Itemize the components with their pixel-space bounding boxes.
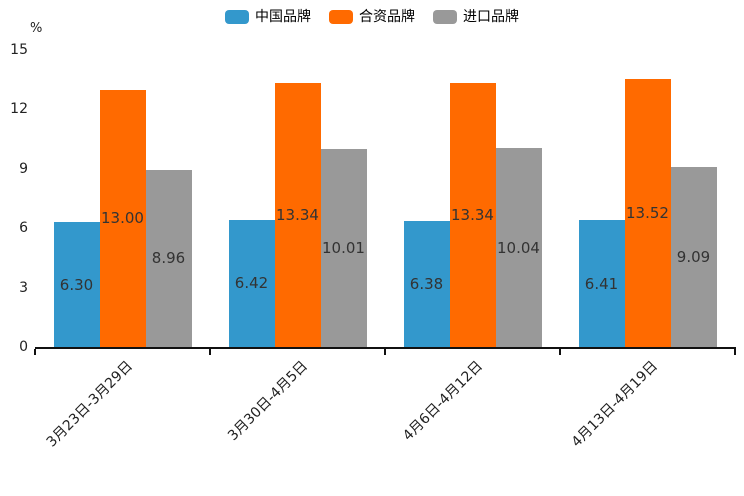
bar-value-label: 6.30 — [59, 275, 94, 294]
bar-中国品牌-3[interactable]: 6.38 — [403, 220, 450, 347]
legend-swatch-icon — [433, 10, 457, 24]
bar-value-label: 6.38 — [409, 274, 444, 293]
bar-中国品牌-2[interactable]: 6.42 — [228, 219, 275, 347]
bar-进口品牌-3[interactable]: 10.04 — [495, 148, 542, 347]
legend-item-2[interactable]: 合资品牌 — [329, 10, 415, 24]
x-axis-tick-mark — [384, 349, 386, 355]
bar-value-label: 6.42 — [234, 274, 269, 293]
plot-area: 6.30 13.00 8.96 6.42 13.34 10.01 6.38 13.34 10.0… — [35, 50, 735, 347]
bar-进口品牌-4[interactable]: 9.09 — [670, 167, 717, 347]
legend-swatch-icon — [329, 10, 353, 24]
bar-中国品牌-1[interactable]: 6.30 — [53, 222, 100, 347]
bar-group-1: 6.30 13.00 8.96 — [35, 50, 210, 347]
bar-value-label: 13.00 — [101, 209, 144, 228]
bar-value-label: 8.96 — [151, 249, 186, 268]
bar-value-label: 9.09 — [676, 248, 711, 266]
bar-合资品牌-4[interactable]: 13.52 — [624, 79, 671, 347]
bar-进口品牌-1[interactable]: 8.96 — [145, 169, 192, 347]
x-axis-label: 4月6日-4月12日 — [399, 358, 486, 445]
bar-进口品牌-2[interactable]: 10.01 — [320, 148, 367, 347]
y-axis-tick-label: 9 — [19, 160, 28, 177]
legend-item-3[interactable]: 进口品牌 — [433, 10, 519, 24]
bar-合资品牌-3[interactable]: 13.34 — [449, 82, 496, 347]
bar-value-label: 10.01 — [322, 238, 365, 257]
y-axis-tick-label: 3 — [19, 279, 28, 296]
legend-label: 进口品牌 — [463, 9, 519, 25]
legend-swatch-icon — [225, 10, 249, 24]
x-axis-label: 4月13日-4月19日 — [568, 358, 661, 451]
y-axis-tick-label: 12 — [10, 101, 28, 118]
bar-合资品牌-1[interactable]: 13.00 — [99, 89, 146, 347]
y-axis-unit-label: % — [30, 21, 43, 36]
bar-value-label: 13.52 — [626, 204, 669, 223]
y-axis-tick-label: 15 — [10, 42, 28, 58]
legend-label: 中国品牌 — [255, 9, 311, 25]
bar-value-label: 13.34 — [451, 205, 494, 224]
legend-label: 合资品牌 — [359, 9, 415, 25]
x-axis-tick-mark — [734, 349, 736, 355]
x-axis-label: 3月23日-3月29日 — [43, 358, 136, 451]
bar-合资品牌-2[interactable]: 13.34 — [274, 82, 321, 347]
bar-group-2: 6.42 13.34 10.01 — [210, 50, 385, 347]
x-axis-line — [35, 347, 736, 349]
bar-group-3: 6.38 13.34 10.04 — [385, 50, 560, 347]
x-axis-tick-mark — [34, 349, 36, 355]
bar-中国品牌-4[interactable]: 6.41 — [578, 220, 625, 347]
bar-value-label: 6.41 — [584, 274, 619, 293]
x-axis-label: 3月30日-4月5日 — [224, 358, 311, 445]
bar-group-4: 6.41 13.52 9.09 — [560, 50, 735, 347]
bar-value-label: 13.34 — [276, 205, 319, 224]
x-axis-tick-mark — [209, 349, 211, 355]
legend-item-1[interactable]: 中国品牌 — [225, 10, 311, 24]
y-axis-tick-label: 0 — [19, 339, 28, 355]
y-axis-tick-label: 6 — [19, 220, 28, 237]
legend: 中国品牌 合资品牌 进口品牌 — [0, 10, 744, 24]
x-axis-tick-mark — [559, 349, 561, 355]
bar-value-label: 10.04 — [497, 238, 540, 257]
